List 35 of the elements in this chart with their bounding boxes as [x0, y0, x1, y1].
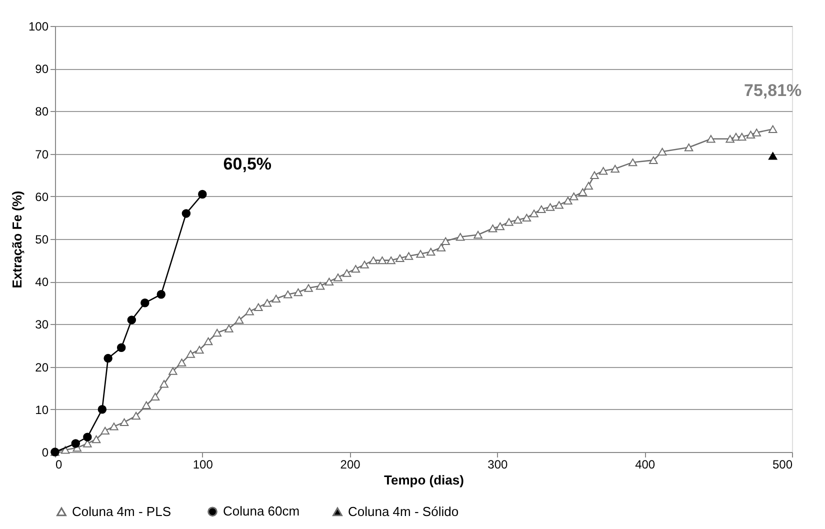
point	[198, 190, 207, 199]
point	[182, 209, 191, 218]
x-tick-label: 200	[340, 458, 361, 472]
point	[140, 298, 150, 308]
x-axis-title: Tempo (dias)	[384, 472, 464, 488]
x-tick-label: 0	[56, 458, 62, 472]
point	[71, 439, 80, 448]
point	[768, 152, 778, 160]
legend-label: Coluna 60cm	[223, 504, 300, 519]
point	[127, 316, 136, 324]
point	[83, 432, 92, 442]
y-tick-label: 10	[35, 402, 49, 417]
y-tick-label: 80	[35, 104, 49, 119]
x-tick-label: 400	[635, 458, 656, 472]
y-tick-label: 70	[35, 147, 49, 162]
point	[116, 343, 126, 352]
legend-label: Coluna 4m - PLS	[72, 504, 172, 519]
y-tick-label: 30	[35, 318, 49, 332]
y-tick-label: 0	[42, 446, 49, 460]
legend-label: Coluna 4m - Sólido	[348, 504, 459, 519]
x-tick-label: 300	[488, 458, 508, 472]
point	[156, 290, 166, 299]
annotation: 60,5%	[223, 154, 272, 174]
y-tick-label: 40	[35, 275, 49, 290]
point	[104, 354, 112, 363]
x-tick-label: 500	[772, 458, 793, 472]
y-tick-label: 90	[35, 62, 49, 76]
y-tick-label: 100	[28, 20, 49, 34]
y-tick-label: 50	[35, 232, 49, 246]
annotation: 75,81%	[744, 81, 802, 100]
point	[98, 405, 107, 414]
y-tick-label: 60	[35, 190, 49, 204]
y-tick-label: 20	[35, 360, 49, 374]
y-axis-title: Extração Fe (%)	[9, 190, 24, 288]
x-tick-label: 100	[192, 458, 214, 472]
